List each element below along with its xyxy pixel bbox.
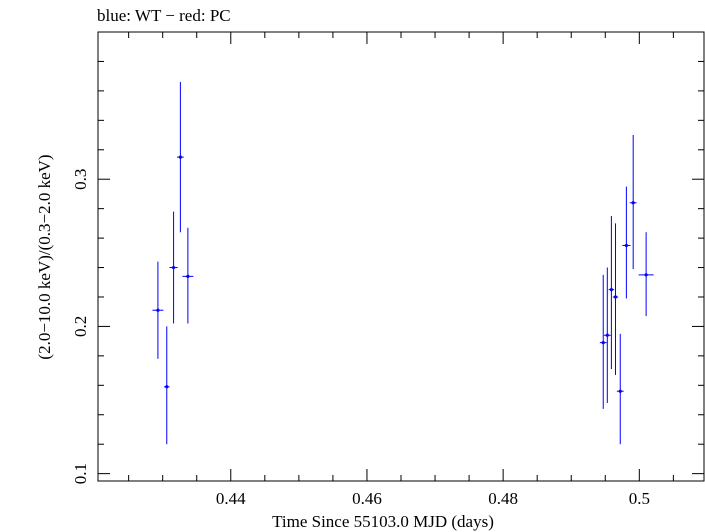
data-point [169,211,178,324]
x-tick-label: 0.46 [352,489,382,508]
plot-frame [97,31,705,482]
point-marker [186,274,190,278]
point-marker [613,295,618,299]
x-tick-label: 0.44 [216,489,246,508]
data-point [612,223,619,376]
point-marker [156,308,160,312]
data-point [182,227,194,324]
data-point [622,186,631,299]
data-point [603,267,611,403]
x-axis-label: Time Since 55103.0 MJD (days) [272,512,494,531]
point-marker [605,333,609,337]
data-points [152,82,654,445]
data-point [176,82,184,233]
data-point [629,135,637,270]
point-marker [165,385,169,389]
x-tick-label: 0.5 [629,489,650,508]
data-point [152,261,164,359]
data-point [616,333,624,445]
point-marker [609,288,613,292]
y-tick-label: 0.2 [71,316,90,337]
data-point [164,326,170,445]
point-marker [171,265,176,270]
y-axis-ticks: 0.1 0.2 0.3 [71,31,704,484]
point-marker [618,389,622,393]
data-point [638,232,654,317]
point-marker [644,273,648,277]
x-axis-ticks: 0.44 0.46 0.48 0.5 [128,32,674,508]
data-point [599,274,607,409]
point-marker [601,341,605,345]
y-tick-label: 0.1 [71,463,90,484]
point-marker [178,155,182,159]
point-marker [624,243,628,248]
y-tick-label: 0.3 [71,169,90,190]
y-axis-label: (2.0−10.0 keV)/(0.3−2.0 keV) [35,154,54,359]
x-tick-label: 0.48 [488,489,518,508]
data-point [608,216,615,370]
chart-title: blue: WT − red: PC [97,6,231,25]
point-marker [631,201,635,205]
